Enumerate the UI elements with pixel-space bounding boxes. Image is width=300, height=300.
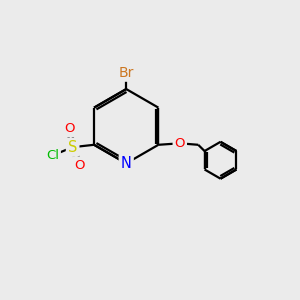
Text: O: O (64, 122, 74, 135)
Text: S: S (68, 140, 77, 155)
Text: Br: Br (118, 66, 134, 80)
Text: O: O (74, 158, 84, 172)
Text: O: O (175, 137, 185, 150)
Text: N: N (121, 156, 132, 171)
Text: Cl: Cl (46, 149, 59, 162)
